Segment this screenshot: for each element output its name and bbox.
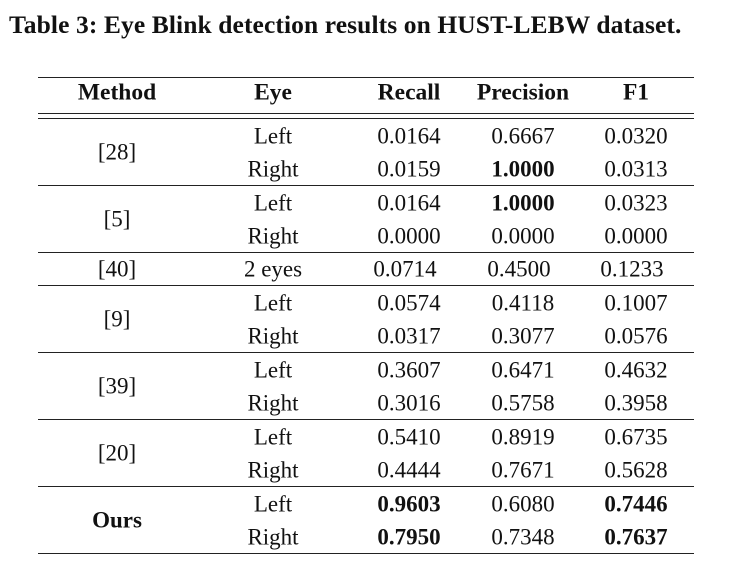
eye-cell: Left [253, 190, 293, 215]
precision-cell: 0.5758 [491, 390, 555, 415]
precision-cell: 0.6080 [491, 491, 555, 516]
group-rule [38, 185, 694, 186]
precision-cell: 0.8919 [491, 424, 555, 449]
group-rule [38, 486, 694, 487]
recall-cell: 0.0159 [377, 156, 441, 181]
precision-cell: 0.3077 [491, 323, 555, 348]
recall-cell: 0.7950 [377, 524, 441, 549]
precision-cell: 0.6471 [491, 357, 555, 382]
header-precision: Precision [476, 79, 570, 106]
group-rule [38, 352, 694, 353]
f1-cell: 0.1007 [604, 290, 668, 315]
eye-cell: Left [253, 123, 293, 148]
group-rule [38, 285, 694, 286]
top-rule [38, 77, 694, 78]
group-rule [38, 252, 694, 253]
header-recall: Recall [377, 79, 441, 106]
recall-cell: 0.0164 [377, 123, 441, 148]
method-cell: [9] [103, 306, 131, 332]
header-f1: F1 [622, 79, 650, 106]
eye-cell: Right [247, 323, 299, 348]
header-rule-1 [38, 113, 694, 114]
header-method: Method [77, 79, 157, 106]
f1-cell: 0.3958 [604, 390, 668, 415]
precision-cell: 0.0000 [491, 223, 555, 248]
eye-cell: 2 eyes [243, 256, 303, 282]
header-eye: Eye [254, 79, 292, 106]
method-cell: [40] [97, 256, 137, 282]
precision-cell: 1.0000 [491, 156, 555, 181]
recall-cell: 0.0317 [377, 323, 441, 348]
method-cell: [5] [103, 206, 131, 232]
f1-cell: 0.0313 [604, 156, 668, 181]
header-rule-2 [38, 118, 694, 119]
f1-cell: 0.0323 [604, 190, 668, 215]
eye-cell: Right [247, 457, 299, 482]
precision-cell: 0.7671 [491, 457, 555, 482]
method-cell: [39] [97, 373, 137, 399]
method-cell: [28] [97, 139, 137, 165]
eye-cell: Right [247, 223, 299, 248]
f1-cell: 0.0000 [604, 223, 668, 248]
eye-cell: Left [253, 424, 293, 449]
method-cell: [20] [97, 440, 137, 466]
eye-cell: Left [253, 357, 293, 382]
f1-cell: 0.5628 [604, 457, 668, 482]
method-cell: Ours [92, 507, 142, 533]
f1-cell: 0.7637 [604, 524, 668, 549]
precision-cell: 0.7348 [491, 524, 555, 549]
f1-cell: 0.6735 [604, 424, 668, 449]
f1-cell: 0.1233 [600, 256, 664, 282]
recall-cell: 0.0000 [377, 223, 441, 248]
eye-cell: Right [247, 390, 299, 415]
precision-cell: 0.6667 [491, 123, 555, 148]
recall-cell: 0.9603 [377, 491, 441, 516]
f1-cell: 0.7446 [604, 491, 668, 516]
precision-cell: 0.4500 [487, 256, 551, 282]
recall-cell: 0.0164 [377, 190, 441, 215]
recall-cell: 0.3016 [377, 390, 441, 415]
f1-cell: 0.0576 [604, 323, 668, 348]
eye-cell: Right [247, 524, 299, 549]
eye-cell: Left [253, 290, 293, 315]
recall-cell: 0.0574 [377, 290, 441, 315]
precision-cell: 0.4118 [491, 290, 555, 315]
bottom-rule [38, 553, 694, 554]
f1-cell: 0.4632 [604, 357, 668, 382]
recall-cell: 0.3607 [377, 357, 441, 382]
group-rule [38, 419, 694, 420]
table-caption: Table 3: Eye Blink detection results on … [9, 10, 682, 39]
eye-cell: Right [247, 156, 299, 181]
f1-cell: 0.0320 [604, 123, 668, 148]
recall-cell: 0.5410 [377, 424, 441, 449]
recall-cell: 0.4444 [377, 457, 441, 482]
eye-cell: Left [253, 491, 293, 516]
recall-cell: 0.0714 [373, 256, 437, 282]
precision-cell: 1.0000 [491, 190, 555, 215]
